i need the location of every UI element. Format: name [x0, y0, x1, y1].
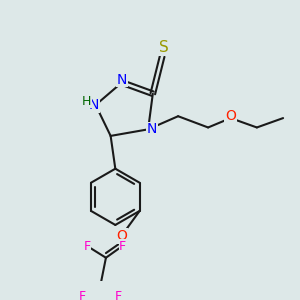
Text: H: H: [82, 95, 91, 108]
Text: F: F: [79, 290, 86, 300]
Text: O: O: [225, 109, 236, 123]
Text: N: N: [147, 122, 157, 136]
Text: N: N: [88, 98, 99, 112]
Text: F: F: [115, 290, 122, 300]
Text: S: S: [159, 40, 169, 55]
Text: F: F: [84, 240, 91, 253]
Text: F: F: [119, 240, 126, 253]
Text: N: N: [117, 73, 127, 87]
Text: O: O: [116, 229, 127, 243]
